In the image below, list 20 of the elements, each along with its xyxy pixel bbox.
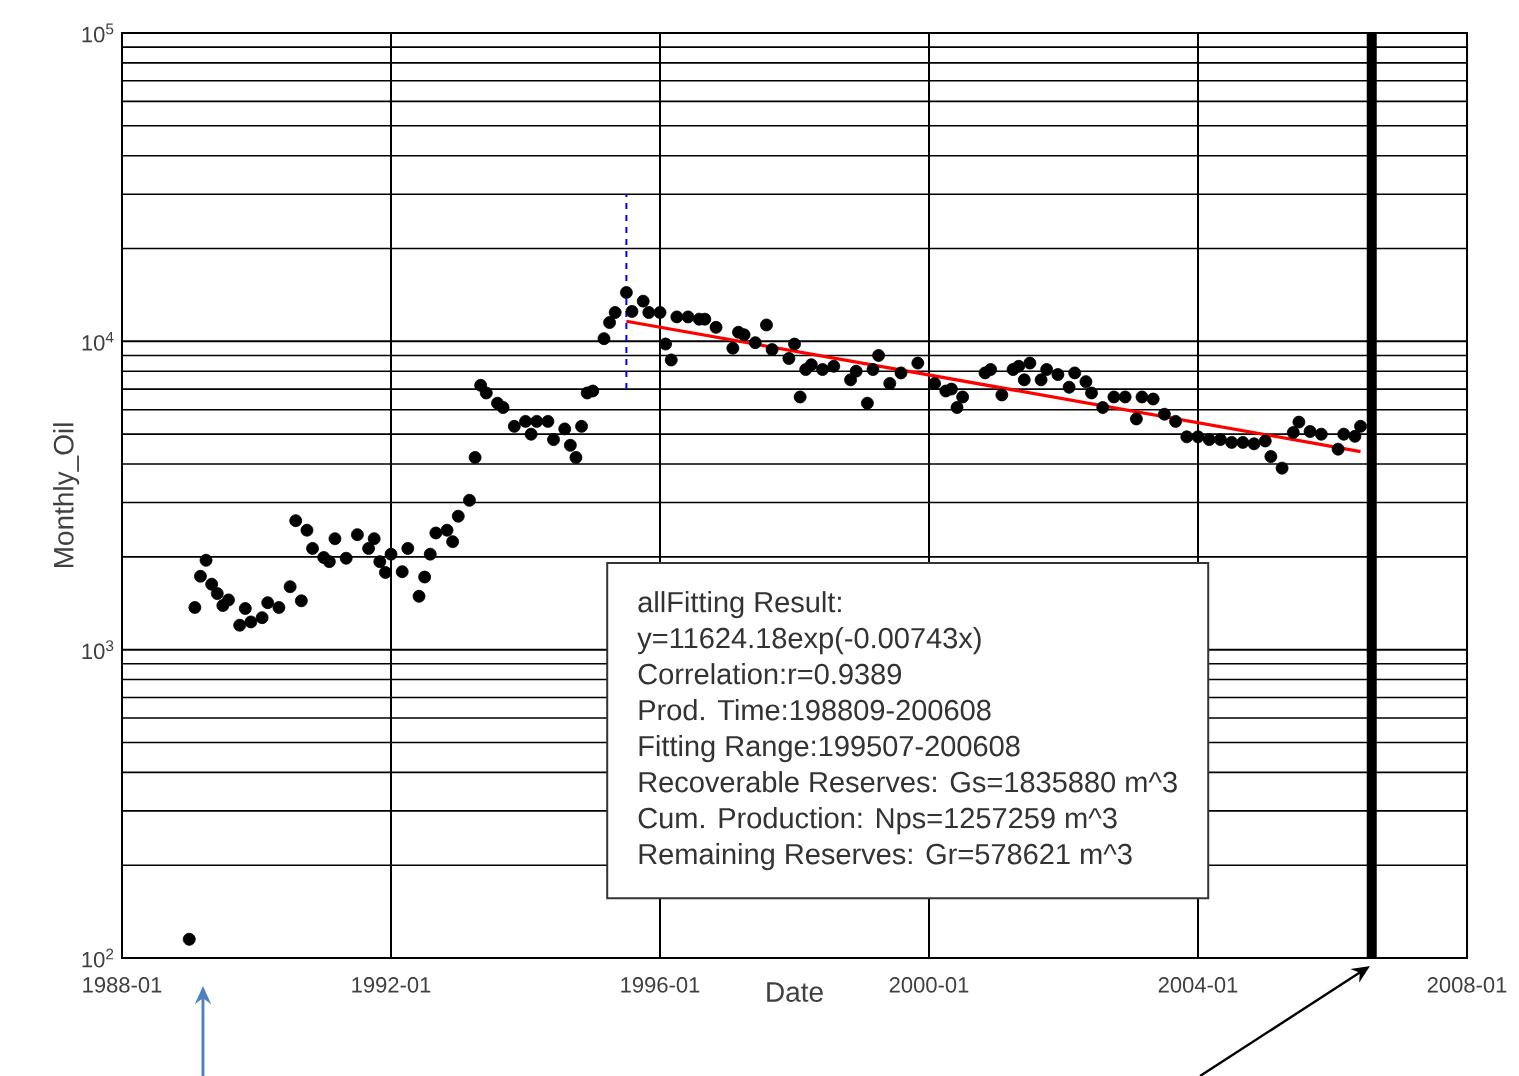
y-tick-label: 10$^{3}$ [82, 640, 114, 660]
annotation: Correlation:r=0.9389 [638, 663, 902, 685]
x-tick-label: 2008-01 [1427, 977, 1507, 993]
x-axis-title: Date [767, 982, 823, 1002]
x-tick-label: 1988-01 [83, 977, 162, 993]
x-tick-label: 2000-01 [889, 977, 969, 993]
annotation: Recoverable Reserves: Gs=1835880 m^3 [639, 771, 1177, 793]
annotation: allFitting Result: [638, 591, 841, 619]
annotation: Cum. Production: Nps=1257259 m^3 [638, 807, 1117, 835]
x-tick-label: 1992-01 [352, 977, 431, 993]
annotation: Prod. Time:198809-200608 [639, 699, 991, 721]
y-tick-label: 10$^{2}$ [82, 948, 114, 968]
annotation: y=11624.18exp(-0.00743x) [637, 627, 981, 655]
y-axis-title: Monthly_Oil [53, 423, 80, 568]
y-tick-label: 10$^{5}$ [82, 23, 114, 43]
x-tick-label: 2004-01 [1158, 977, 1238, 993]
annotation: Fitting Range:199507-200608 [639, 735, 1020, 763]
y-tick-label: 10$^{4}$ [82, 331, 114, 351]
x-tick-label: 1996-01 [621, 977, 700, 993]
annotation: Remaining Reserves: Gr=578621 m^3 [639, 843, 1132, 871]
